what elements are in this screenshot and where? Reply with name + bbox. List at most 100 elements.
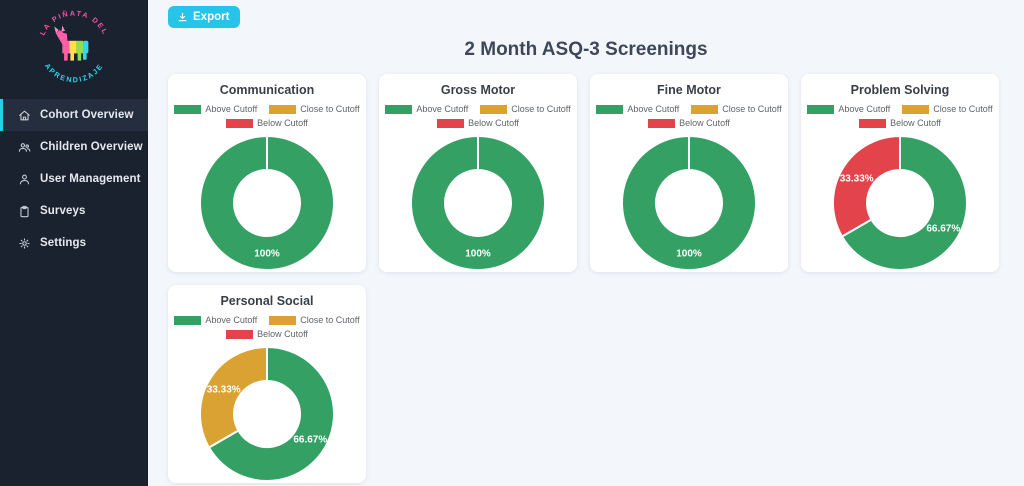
legend-item[interactable]: Below Cutoff	[648, 118, 730, 128]
legend-swatch	[269, 315, 297, 325]
pinata-donkey-shape	[54, 25, 89, 61]
chart-card: Communication Above Cutoff Close to Cutof…	[168, 74, 366, 272]
slice-label: 33.33%	[207, 385, 241, 396]
sidebar-item-label: User Management	[40, 173, 141, 185]
legend-row: Above Cutoff Close to Cutoff	[168, 102, 366, 116]
logo-bottom-text: APRENDIZAJE	[43, 61, 104, 84]
legend-label: Above Cutoff	[627, 104, 680, 114]
sidebar-item-label: Surveys	[40, 205, 86, 217]
chart-card: Gross Motor Above Cutoff Close to Cutoff …	[379, 74, 577, 272]
legend-row: Below Cutoff	[379, 116, 577, 130]
sidebar-item-label: Cohort Overview	[40, 109, 134, 121]
legend-label: Close to Cutoff	[722, 104, 782, 114]
legend-item[interactable]: Above Cutoff	[596, 104, 679, 114]
sidebar-item-settings[interactable]: Settings	[0, 227, 148, 259]
legend-row: Below Cutoff	[168, 116, 366, 130]
legend-item[interactable]: Below Cutoff	[437, 118, 519, 128]
legend-swatch	[648, 118, 676, 128]
donut-slice-close-to-cutoff[interactable]	[199, 345, 268, 449]
chart-legend: Above Cutoff Close to Cutoff Below Cutoff	[590, 102, 788, 130]
legend-label: Close to Cutoff	[933, 104, 993, 114]
donut-chart: 100%	[410, 134, 546, 271]
donut-slice-above-cutoff[interactable]	[410, 134, 546, 271]
legend-swatch	[691, 104, 719, 114]
donut-chart: 66.67% 33.33%	[832, 134, 968, 271]
legend-item[interactable]: Below Cutoff	[226, 329, 308, 339]
legend-label: Above Cutoff	[205, 315, 258, 325]
donut-slice-above-cutoff[interactable]	[621, 134, 757, 271]
sidebar-menu: Cohort Overview Children Overview User M…	[0, 99, 148, 259]
donut-slice-below-cutoff[interactable]	[832, 134, 901, 238]
legend-row: Below Cutoff	[801, 116, 999, 130]
legend-item[interactable]: Close to Cutoff	[269, 104, 360, 114]
legend-swatch	[480, 104, 508, 114]
sidebar: LA PIÑATA DEL APRENDIZAJE Cohort Overvie…	[0, 0, 148, 486]
legend-label: Close to Cutoff	[511, 104, 571, 114]
legend-item[interactable]: Below Cutoff	[226, 118, 308, 128]
export-button-label: Export	[193, 11, 230, 23]
legend-item[interactable]: Close to Cutoff	[480, 104, 571, 114]
legend-row: Below Cutoff	[168, 327, 366, 341]
chart-card: Problem Solving Above Cutoff Close to Cut…	[801, 74, 999, 272]
legend-item[interactable]: Above Cutoff	[807, 104, 890, 114]
donut-chart: 100%	[199, 134, 335, 271]
legend-swatch	[174, 104, 202, 114]
legend-item[interactable]: Below Cutoff	[859, 118, 941, 128]
sidebar-item-surveys[interactable]: Surveys	[0, 195, 148, 227]
legend-label: Below Cutoff	[468, 118, 519, 128]
chart-legend: Above Cutoff Close to Cutoff Below Cutoff	[168, 313, 366, 341]
export-button[interactable]: Export	[168, 6, 241, 28]
sidebar-item-user-management[interactable]: User Management	[0, 163, 148, 195]
slice-label: 33.33%	[840, 174, 874, 185]
charts-grid: Communication Above Cutoff Close to Cutof…	[168, 74, 1024, 483]
chart-legend: Above Cutoff Close to Cutoff Below Cutoff	[801, 102, 999, 130]
legend-label: Above Cutoff	[205, 104, 258, 114]
legend-item[interactable]: Above Cutoff	[174, 104, 257, 114]
slice-label: 66.67%	[293, 435, 327, 446]
slice-label: 100%	[254, 249, 280, 260]
legend-swatch	[807, 104, 835, 114]
slice-label: 66.67%	[926, 224, 960, 235]
legend-item[interactable]: Close to Cutoff	[691, 104, 782, 114]
svg-text:APRENDIZAJE: APRENDIZAJE	[43, 61, 105, 84]
sidebar-item-label: Settings	[40, 237, 87, 249]
legend-label: Below Cutoff	[257, 118, 308, 128]
legend-row: Above Cutoff Close to Cutoff	[801, 102, 999, 116]
clipboard-icon	[18, 204, 32, 218]
donut-chart: 100%	[621, 134, 757, 271]
home-icon	[18, 108, 32, 122]
legend-row: Above Cutoff Close to Cutoff	[168, 313, 366, 327]
chart-title: Communication	[219, 83, 315, 97]
page-title: 2 Month ASQ-3 Screenings	[464, 39, 708, 60]
donut-slice-above-cutoff[interactable]	[207, 345, 335, 482]
legend-swatch	[226, 118, 254, 128]
chart-legend: Above Cutoff Close to Cutoff Below Cutoff	[168, 102, 366, 130]
sidebar-item-label: Children Overview	[40, 141, 143, 153]
sidebar-item-children-overview[interactable]: Children Overview	[0, 131, 148, 163]
pinata-logo-icon: LA PIÑATA DEL APRENDIZAJE	[38, 9, 111, 85]
user-icon	[18, 172, 32, 186]
svg-text:LA PIÑATA DEL: LA PIÑATA DEL	[38, 9, 111, 37]
logo-top-text: LA PIÑATA DEL	[38, 9, 109, 37]
donut-slice-above-cutoff[interactable]	[199, 134, 335, 271]
legend-row: Above Cutoff Close to Cutoff	[379, 102, 577, 116]
legend-swatch	[902, 104, 930, 114]
people-icon	[18, 140, 32, 154]
legend-swatch	[385, 104, 413, 114]
gear-icon	[18, 236, 32, 250]
sidebar-item-cohort-overview[interactable]: Cohort Overview	[0, 99, 148, 131]
legend-swatch	[437, 118, 465, 128]
legend-label: Below Cutoff	[257, 329, 308, 339]
legend-item[interactable]: Close to Cutoff	[902, 104, 993, 114]
slice-label: 100%	[676, 249, 702, 260]
legend-item[interactable]: Above Cutoff	[385, 104, 468, 114]
legend-swatch	[269, 104, 297, 114]
chart-title: Problem Solving	[850, 83, 950, 97]
legend-item[interactable]: Above Cutoff	[174, 315, 257, 325]
legend-item[interactable]: Close to Cutoff	[269, 315, 360, 325]
legend-row: Below Cutoff	[590, 116, 788, 130]
chart-card: Fine Motor Above Cutoff Close to Cutoff B…	[590, 74, 788, 272]
donut-slice-above-cutoff[interactable]	[840, 134, 968, 271]
legend-label: Below Cutoff	[679, 118, 730, 128]
chart-legend: Above Cutoff Close to Cutoff Below Cutoff	[379, 102, 577, 130]
